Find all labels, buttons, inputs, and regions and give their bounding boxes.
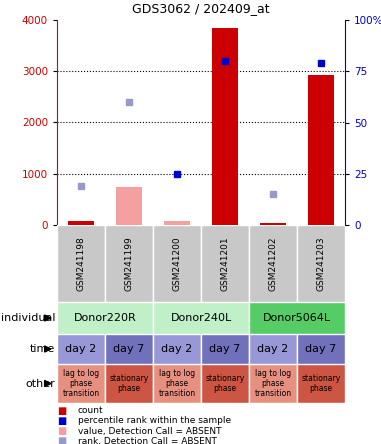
- Bar: [164, 221, 190, 225]
- Text: Donor240L: Donor240L: [170, 313, 232, 323]
- Text: GSM241198: GSM241198: [77, 236, 85, 291]
- Text: lag to log
phase
transition: lag to log phase transition: [255, 369, 291, 398]
- Bar: [105, 334, 153, 364]
- Text: day 7: day 7: [210, 344, 241, 354]
- Text: stationary
phase: stationary phase: [109, 374, 149, 393]
- Bar: [57, 364, 105, 403]
- Bar: [105, 364, 153, 403]
- Text: rank, Detection Call = ABSENT: rank, Detection Call = ABSENT: [78, 437, 217, 444]
- Text: stationary
phase: stationary phase: [301, 374, 341, 393]
- Text: day 2: day 2: [162, 344, 193, 354]
- Text: Donor5064L: Donor5064L: [263, 313, 331, 323]
- Bar: [57, 225, 105, 302]
- Bar: [153, 302, 249, 334]
- Bar: [249, 334, 297, 364]
- Text: day 7: day 7: [114, 344, 145, 354]
- Bar: [212, 28, 238, 225]
- Bar: [116, 186, 142, 225]
- Bar: [308, 75, 334, 225]
- Text: Donor220R: Donor220R: [74, 313, 136, 323]
- Bar: [57, 302, 153, 334]
- Text: other: other: [25, 378, 55, 388]
- Text: stationary
phase: stationary phase: [205, 374, 245, 393]
- Text: time: time: [30, 344, 55, 354]
- Bar: [297, 225, 345, 302]
- Text: ■: ■: [57, 426, 66, 436]
- Text: lag to log
phase
transition: lag to log phase transition: [62, 369, 99, 398]
- Bar: [153, 364, 201, 403]
- Text: ■: ■: [57, 416, 66, 426]
- Text: GDS3062 / 202409_at: GDS3062 / 202409_at: [132, 2, 270, 15]
- Text: day 2: day 2: [66, 344, 97, 354]
- Bar: [201, 225, 249, 302]
- Bar: [57, 334, 105, 364]
- Text: ■: ■: [57, 436, 66, 444]
- Text: value, Detection Call = ABSENT: value, Detection Call = ABSENT: [78, 427, 221, 436]
- Bar: [249, 364, 297, 403]
- Text: day 2: day 2: [258, 344, 289, 354]
- Bar: [201, 334, 249, 364]
- Text: ■: ■: [57, 406, 66, 416]
- Text: individual: individual: [0, 313, 55, 323]
- Text: day 7: day 7: [306, 344, 337, 354]
- Bar: [260, 223, 286, 225]
- Text: lag to log
phase
transition: lag to log phase transition: [158, 369, 195, 398]
- Bar: [153, 334, 201, 364]
- Text: percentile rank within the sample: percentile rank within the sample: [78, 416, 231, 425]
- Bar: [297, 364, 345, 403]
- Bar: [201, 364, 249, 403]
- Text: GSM241203: GSM241203: [317, 236, 325, 291]
- Text: GSM241201: GSM241201: [221, 236, 229, 291]
- Bar: [153, 225, 201, 302]
- Bar: [297, 334, 345, 364]
- Text: GSM241200: GSM241200: [173, 236, 181, 291]
- Bar: [249, 225, 297, 302]
- Text: GSM241199: GSM241199: [125, 236, 133, 291]
- Bar: [105, 225, 153, 302]
- Text: GSM241202: GSM241202: [269, 236, 277, 291]
- Text: count: count: [78, 406, 104, 415]
- Bar: [249, 302, 345, 334]
- Bar: [68, 221, 94, 225]
